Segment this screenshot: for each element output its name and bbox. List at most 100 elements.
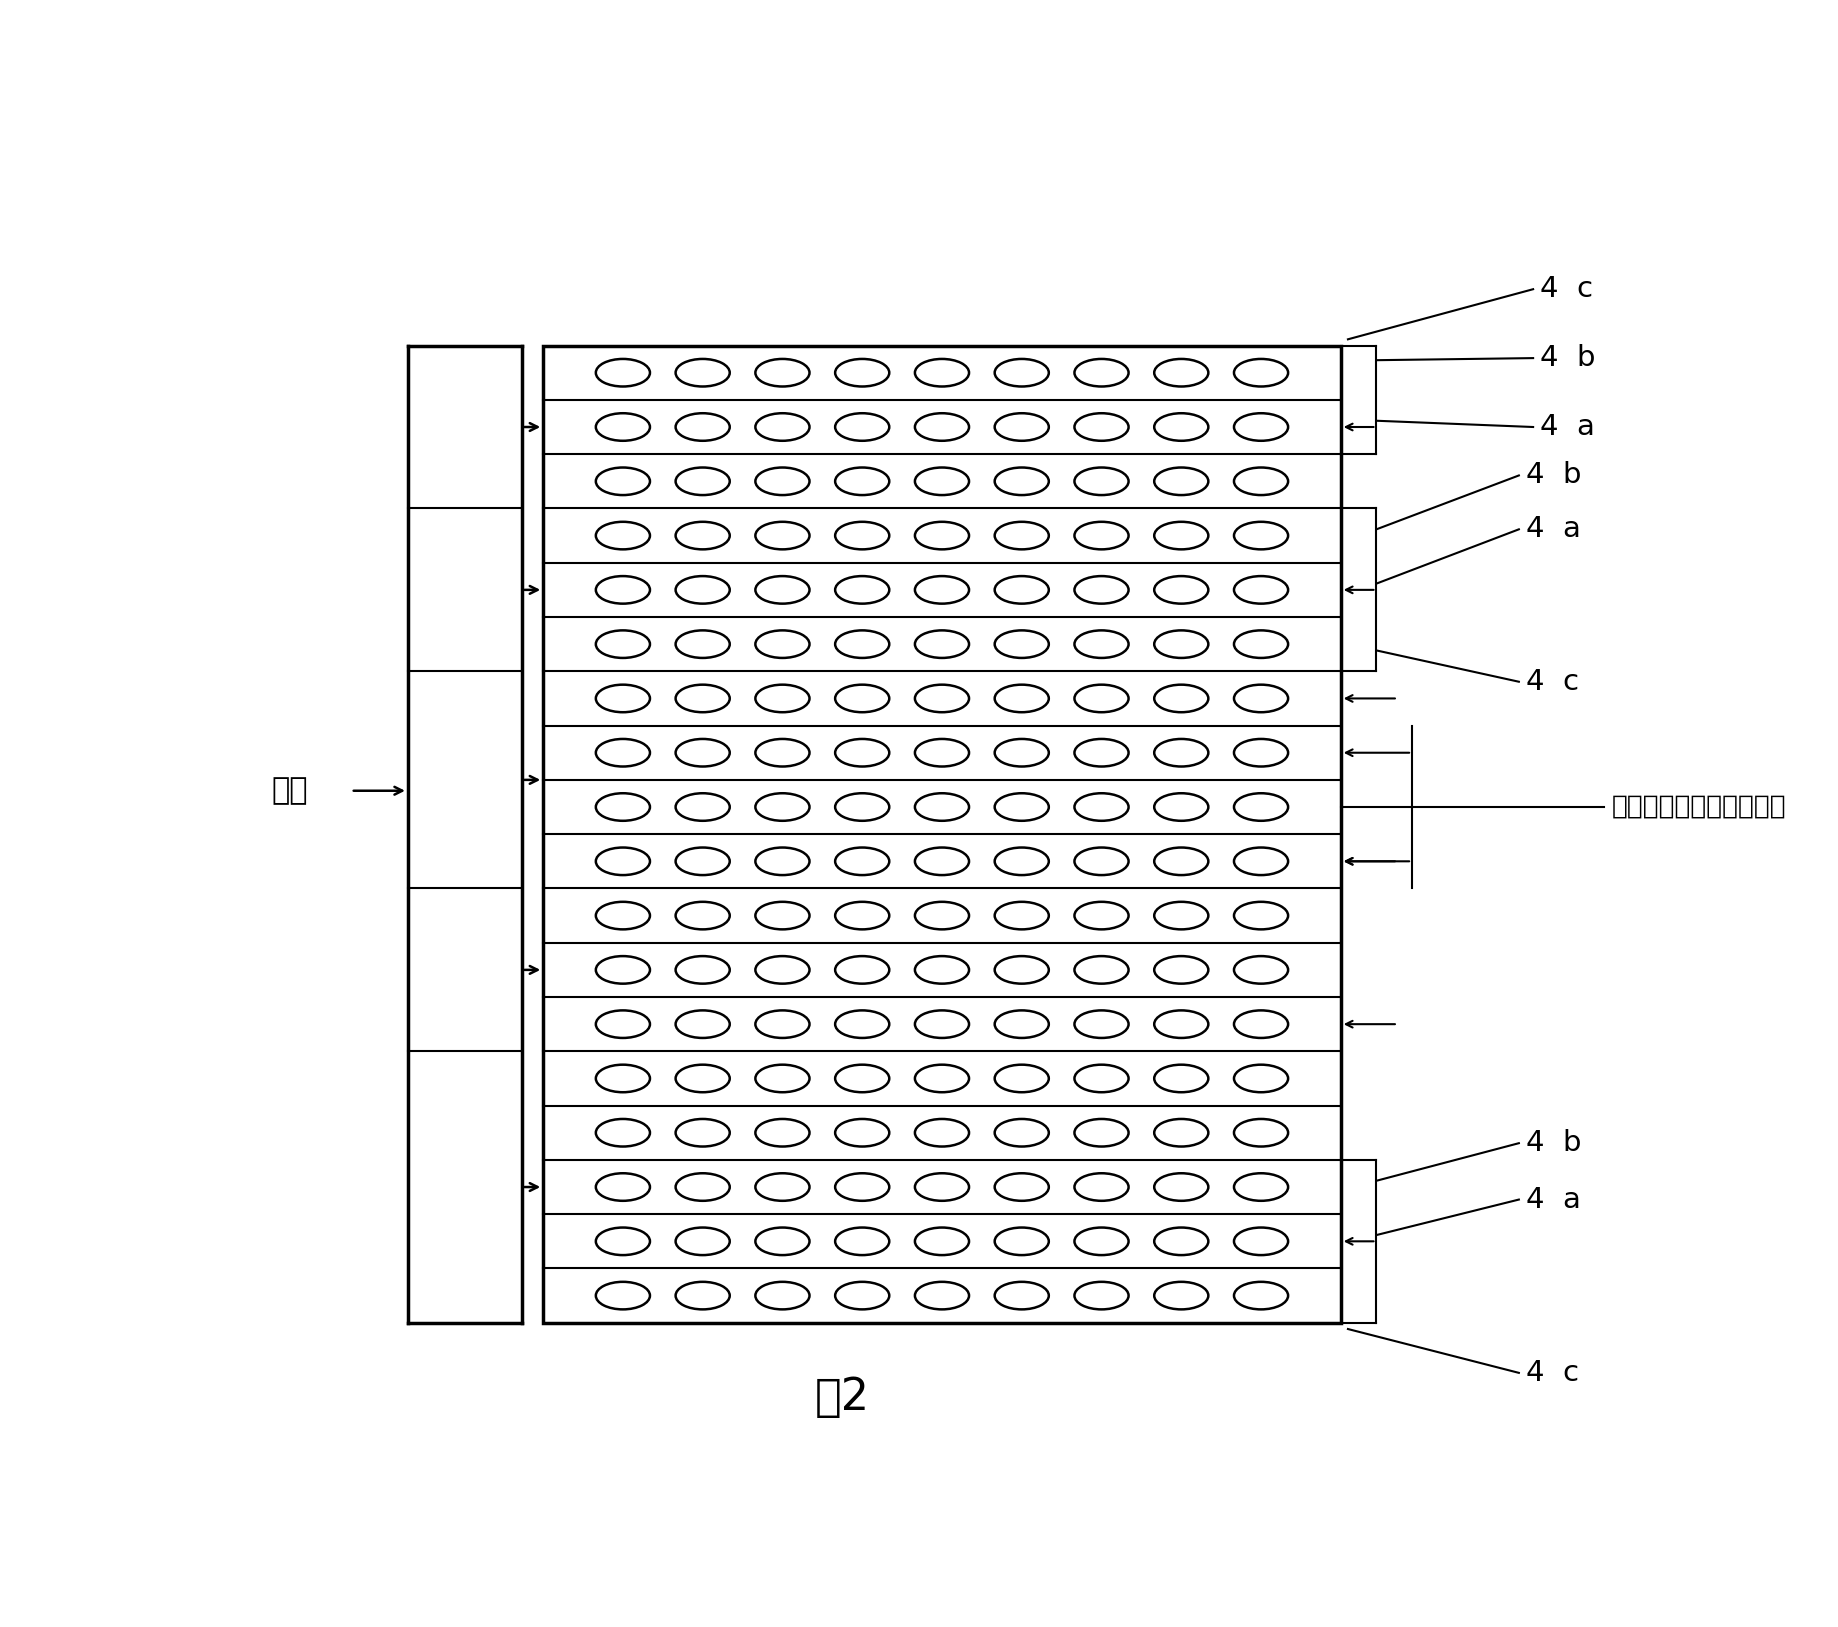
Ellipse shape	[834, 794, 890, 820]
Ellipse shape	[596, 1119, 651, 1147]
Ellipse shape	[1075, 413, 1129, 441]
Ellipse shape	[755, 522, 809, 550]
Ellipse shape	[915, 630, 969, 657]
Ellipse shape	[596, 1010, 651, 1038]
Ellipse shape	[676, 957, 730, 984]
Text: 4  c: 4 c	[1526, 667, 1579, 696]
Ellipse shape	[1233, 522, 1288, 550]
Ellipse shape	[1075, 1010, 1129, 1038]
Ellipse shape	[834, 901, 890, 929]
Ellipse shape	[834, 1064, 890, 1092]
Ellipse shape	[915, 1227, 969, 1254]
Ellipse shape	[1075, 1227, 1129, 1254]
Ellipse shape	[1075, 467, 1129, 495]
Ellipse shape	[755, 794, 809, 820]
Ellipse shape	[1075, 360, 1129, 387]
Ellipse shape	[915, 957, 969, 984]
Ellipse shape	[915, 1173, 969, 1201]
Ellipse shape	[755, 685, 809, 713]
Ellipse shape	[915, 1282, 969, 1310]
Ellipse shape	[915, 522, 969, 550]
Ellipse shape	[596, 957, 651, 984]
Ellipse shape	[834, 1282, 890, 1310]
Ellipse shape	[1233, 360, 1288, 387]
Ellipse shape	[596, 413, 651, 441]
Text: 纯水: 纯水	[272, 776, 309, 805]
Ellipse shape	[994, 1282, 1049, 1310]
Ellipse shape	[676, 522, 730, 550]
Ellipse shape	[676, 739, 730, 766]
Ellipse shape	[1233, 794, 1288, 820]
Ellipse shape	[596, 360, 651, 387]
Ellipse shape	[1154, 413, 1208, 441]
Ellipse shape	[1233, 1010, 1288, 1038]
Ellipse shape	[676, 576, 730, 604]
Ellipse shape	[1075, 794, 1129, 820]
Ellipse shape	[1075, 739, 1129, 766]
Ellipse shape	[915, 739, 969, 766]
Ellipse shape	[676, 630, 730, 657]
Ellipse shape	[1075, 630, 1129, 657]
Ellipse shape	[755, 739, 809, 766]
Ellipse shape	[676, 467, 730, 495]
Ellipse shape	[755, 1227, 809, 1254]
Ellipse shape	[1154, 739, 1208, 766]
Ellipse shape	[1233, 413, 1288, 441]
Ellipse shape	[676, 1282, 730, 1310]
Ellipse shape	[915, 794, 969, 820]
Ellipse shape	[834, 360, 890, 387]
Ellipse shape	[1154, 1010, 1208, 1038]
Ellipse shape	[676, 1010, 730, 1038]
Ellipse shape	[1233, 739, 1288, 766]
Ellipse shape	[994, 1010, 1049, 1038]
Ellipse shape	[755, 1010, 809, 1038]
Ellipse shape	[676, 1064, 730, 1092]
Ellipse shape	[596, 685, 651, 713]
Ellipse shape	[676, 848, 730, 875]
Ellipse shape	[1233, 467, 1288, 495]
Ellipse shape	[994, 360, 1049, 387]
Ellipse shape	[596, 522, 651, 550]
Ellipse shape	[1233, 957, 1288, 984]
Ellipse shape	[1154, 1227, 1208, 1254]
Ellipse shape	[1075, 848, 1129, 875]
Ellipse shape	[676, 1227, 730, 1254]
Ellipse shape	[596, 630, 651, 657]
Ellipse shape	[1233, 1173, 1288, 1201]
Ellipse shape	[596, 739, 651, 766]
Ellipse shape	[834, 1227, 890, 1254]
Ellipse shape	[1154, 957, 1208, 984]
Ellipse shape	[755, 901, 809, 929]
Text: 有机金属化合物和乙硜烷: 有机金属化合物和乙硜烷	[1612, 794, 1787, 820]
Text: 4  a: 4 a	[1526, 1186, 1581, 1214]
Ellipse shape	[755, 1064, 809, 1092]
Ellipse shape	[1154, 1064, 1208, 1092]
Ellipse shape	[1233, 1227, 1288, 1254]
Ellipse shape	[834, 413, 890, 441]
Ellipse shape	[596, 576, 651, 604]
Text: 4  b: 4 b	[1540, 343, 1595, 373]
Ellipse shape	[1233, 1282, 1288, 1310]
Ellipse shape	[915, 360, 969, 387]
Ellipse shape	[676, 685, 730, 713]
Ellipse shape	[596, 1227, 651, 1254]
Ellipse shape	[915, 1010, 969, 1038]
Ellipse shape	[676, 1173, 730, 1201]
Ellipse shape	[1075, 1282, 1129, 1310]
Bar	[544, 345, 1342, 1323]
Ellipse shape	[1154, 467, 1208, 495]
Text: 4  a: 4 a	[1540, 413, 1595, 441]
Ellipse shape	[915, 901, 969, 929]
Ellipse shape	[676, 413, 730, 441]
Ellipse shape	[1233, 630, 1288, 657]
Ellipse shape	[596, 901, 651, 929]
Text: 图2: 图2	[814, 1376, 869, 1419]
Ellipse shape	[1154, 1119, 1208, 1147]
Ellipse shape	[994, 739, 1049, 766]
Ellipse shape	[755, 576, 809, 604]
Ellipse shape	[994, 1173, 1049, 1201]
Ellipse shape	[915, 413, 969, 441]
Ellipse shape	[1233, 901, 1288, 929]
Ellipse shape	[994, 413, 1049, 441]
Ellipse shape	[676, 360, 730, 387]
